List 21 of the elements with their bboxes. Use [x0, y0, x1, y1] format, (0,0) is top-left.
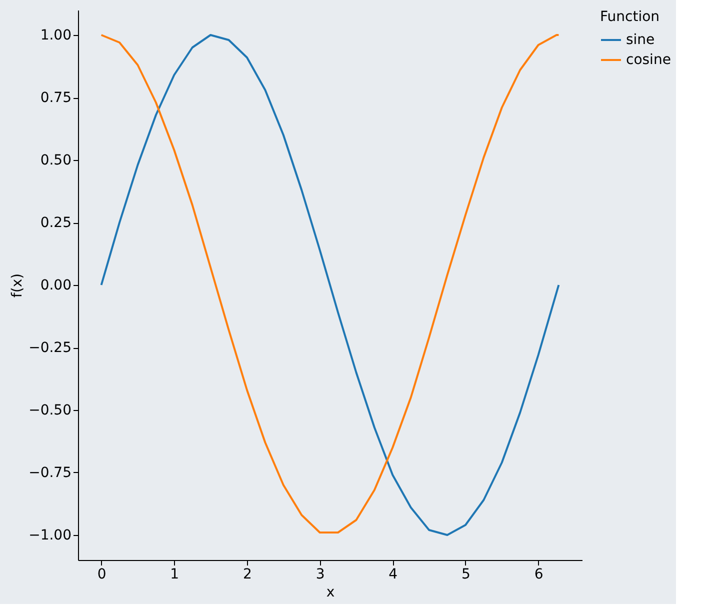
legend-label: sine	[626, 32, 655, 48]
legend-label: cosine	[626, 52, 671, 68]
y-tick-label: 0.00	[40, 278, 72, 294]
y-tick-label: 0.75	[40, 90, 72, 106]
x-tick-label: 2	[243, 566, 252, 582]
x-axis-title: x	[326, 584, 335, 600]
y-tick-label: 0.50	[40, 152, 72, 168]
y-tick-label: −0.50	[28, 402, 72, 418]
x-tick-label: 1	[170, 566, 180, 582]
y-tick-label: −1.00	[28, 528, 72, 544]
x-tick-label: 5	[462, 566, 470, 582]
x-tick-label: 3	[316, 566, 325, 582]
y-tick-label: 0.25	[40, 215, 72, 231]
x-tick-label: 6	[534, 566, 544, 582]
y-tick-label: 1.00	[40, 28, 72, 44]
y-tick-label: −0.25	[28, 340, 72, 356]
x-tick-label: 4	[388, 566, 398, 582]
y-axis-title: f(x)	[10, 273, 26, 298]
legend-title: Function	[600, 9, 660, 25]
x-tick-label: 0	[97, 566, 106, 582]
y-tick-label: −0.75	[28, 465, 72, 481]
